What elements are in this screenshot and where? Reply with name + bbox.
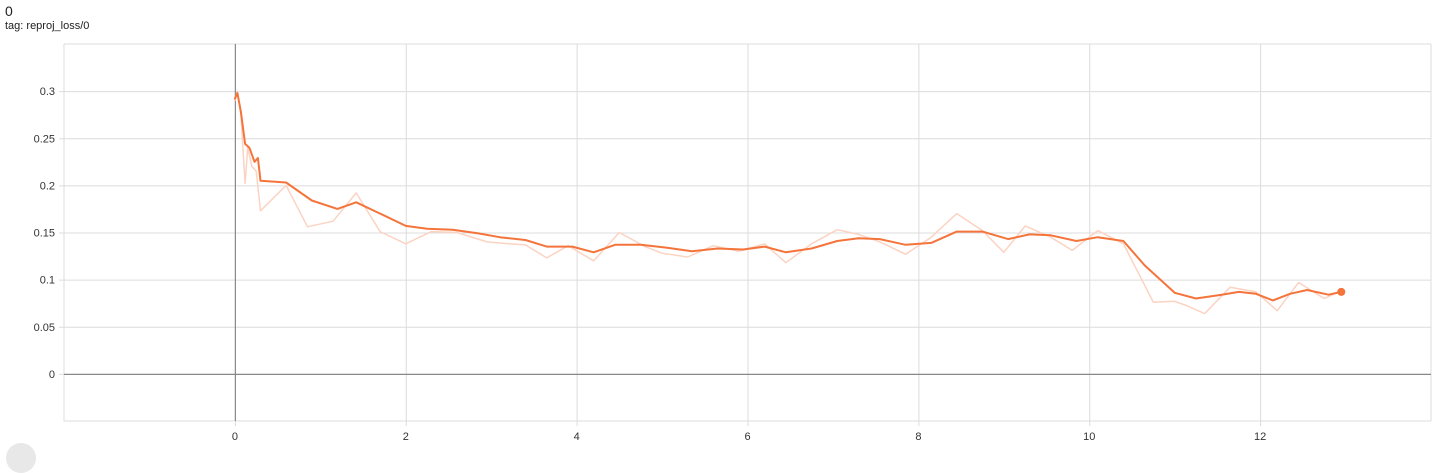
x-tick-label: 0 — [232, 431, 238, 443]
x-tick-label: 2 — [403, 431, 409, 443]
y-tick-label: 0.05 — [34, 322, 55, 334]
tick-labels: 0 2 4 6 8 10 12 0 0.05 0.1 0.15 0.2 0.25 0.3 — [34, 86, 1267, 443]
y-tick-label: 0.25 — [34, 133, 55, 145]
zero-axes — [64, 44, 1431, 421]
x-tick-label: 10 — [1083, 431, 1095, 443]
y-tick-label: 0.3 — [40, 86, 55, 98]
grid-lines — [59, 43, 1432, 426]
card-title: 0 — [5, 3, 13, 19]
line-chart[interactable]: 0 2 4 6 8 10 12 0 0.05 0.1 0.15 0.2 0.25 0.3 — [0, 0, 1444, 451]
y-tick-label: 0.15 — [34, 228, 55, 240]
x-tick-label: 4 — [574, 431, 580, 443]
x-tick-label: 8 — [915, 431, 921, 443]
card-tag: tag: reproj_loss/0 — [5, 20, 90, 32]
y-tick-label: 0.1 — [40, 275, 55, 287]
x-tick-label: 12 — [1254, 431, 1266, 443]
x-tick-label: 6 — [744, 431, 750, 443]
last-point-marker — [1337, 287, 1346, 296]
series-lines — [233, 90, 1346, 315]
expand-button[interactable] — [6, 443, 36, 473]
smoothed-series-line — [233, 92, 1343, 302]
y-tick-label: 0 — [49, 369, 55, 381]
y-tick-label: 0.2 — [40, 180, 55, 192]
